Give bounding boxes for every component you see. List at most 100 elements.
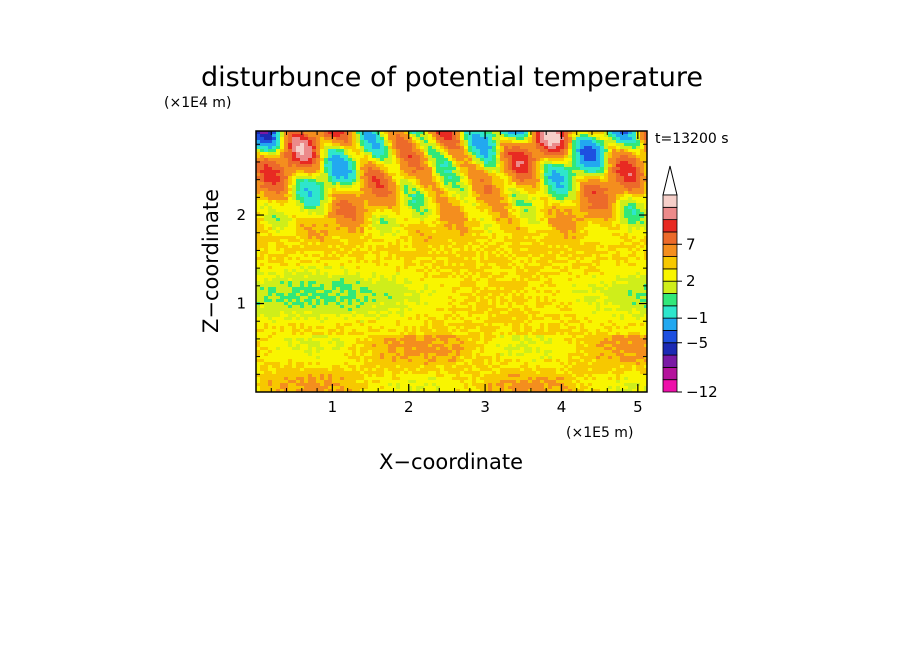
field-cell: [520, 158, 525, 162]
field-cell: [260, 182, 265, 186]
field-cell: [440, 131, 445, 135]
field-cell: [456, 197, 461, 201]
field-cell: [496, 146, 501, 150]
field-cell: [412, 161, 417, 165]
field-cell: [604, 197, 609, 201]
field-cell: [416, 194, 421, 198]
field-cell: [324, 146, 329, 150]
field-cell: [640, 179, 645, 183]
field-cell: [516, 266, 521, 270]
field-cell: [524, 197, 529, 201]
field-cell: [284, 242, 289, 246]
field-cell: [476, 254, 481, 258]
field-cell: [364, 161, 369, 165]
field-cell: [644, 251, 648, 255]
field-cell: [336, 227, 341, 231]
field-cell: [380, 188, 385, 192]
field-cell: [600, 260, 605, 264]
field-cell: [460, 224, 465, 228]
field-cell: [628, 278, 633, 282]
field-cell: [532, 203, 537, 207]
field-cell: [328, 191, 333, 195]
field-cell: [284, 149, 289, 153]
field-cell: [556, 134, 561, 138]
field-cell: [408, 194, 413, 198]
field-cell: [368, 134, 373, 138]
field-cell: [440, 281, 445, 285]
field-cell: [508, 176, 513, 180]
field-cell: [504, 173, 509, 177]
field-cell: [340, 275, 345, 279]
field-cell: [416, 245, 421, 249]
field-cell: [412, 134, 417, 138]
field-cell: [352, 197, 357, 201]
field-cell: [380, 221, 385, 225]
field-cell: [512, 158, 517, 162]
field-cell: [312, 140, 317, 144]
field-cell: [328, 200, 333, 204]
field-cell: [408, 212, 413, 216]
field-cell: [448, 260, 453, 264]
field-cell: [604, 191, 609, 195]
field-cell: [636, 158, 641, 162]
field-cell: [360, 134, 365, 138]
field-cell: [500, 215, 505, 219]
field-cell: [288, 242, 293, 246]
field-cell: [464, 233, 469, 237]
field-cell: [620, 194, 625, 198]
field-cell: [436, 278, 441, 282]
field-cell: [628, 182, 633, 186]
field-cell: [352, 212, 357, 216]
field-cell: [324, 161, 329, 165]
field-cell: [328, 182, 333, 186]
field-cell: [604, 227, 609, 231]
field-cell: [600, 179, 605, 183]
field-cell: [452, 266, 457, 270]
field-cell: [304, 242, 309, 246]
field-cell: [344, 170, 349, 174]
field-cell: [256, 191, 261, 195]
field-cell: [452, 257, 457, 261]
field-cell: [428, 233, 433, 237]
field-cell: [456, 266, 461, 270]
field-cell: [356, 164, 361, 168]
field-cell: [592, 269, 597, 273]
field-cell: [320, 260, 325, 264]
field-cell: [336, 266, 341, 270]
field-cell: [312, 197, 317, 201]
field-cell: [480, 137, 485, 141]
field-cell: [260, 167, 265, 171]
field-cell: [284, 227, 289, 231]
field-cell: [468, 182, 473, 186]
field-cell: [356, 170, 361, 174]
field-cell: [520, 248, 525, 252]
field-cell: [312, 194, 317, 198]
field-cell: [260, 245, 265, 249]
field-cell: [384, 254, 389, 258]
field-cell: [260, 197, 265, 201]
field-cell: [260, 137, 265, 141]
field-cell: [368, 167, 373, 171]
field-cell: [460, 260, 465, 264]
field-cell: [452, 179, 457, 183]
field-cell: [368, 272, 373, 276]
field-cell: [436, 167, 441, 171]
field-cell: [588, 137, 593, 141]
field-cell: [304, 257, 309, 261]
field-cell: [280, 272, 285, 276]
field-cell: [588, 239, 593, 243]
field-cell: [368, 248, 373, 252]
field-cell: [332, 176, 337, 180]
field-cell: [328, 173, 333, 177]
field-cell: [316, 269, 321, 273]
field-cell: [332, 140, 337, 144]
field-cell: [580, 281, 585, 285]
field-cell: [484, 155, 489, 159]
field-cell: [476, 170, 481, 174]
field-cell: [576, 227, 581, 231]
field-cell: [568, 251, 573, 255]
field-cell: [364, 236, 369, 240]
field-cell: [576, 236, 581, 240]
field-cell: [336, 251, 341, 255]
field-cell: [288, 281, 293, 285]
